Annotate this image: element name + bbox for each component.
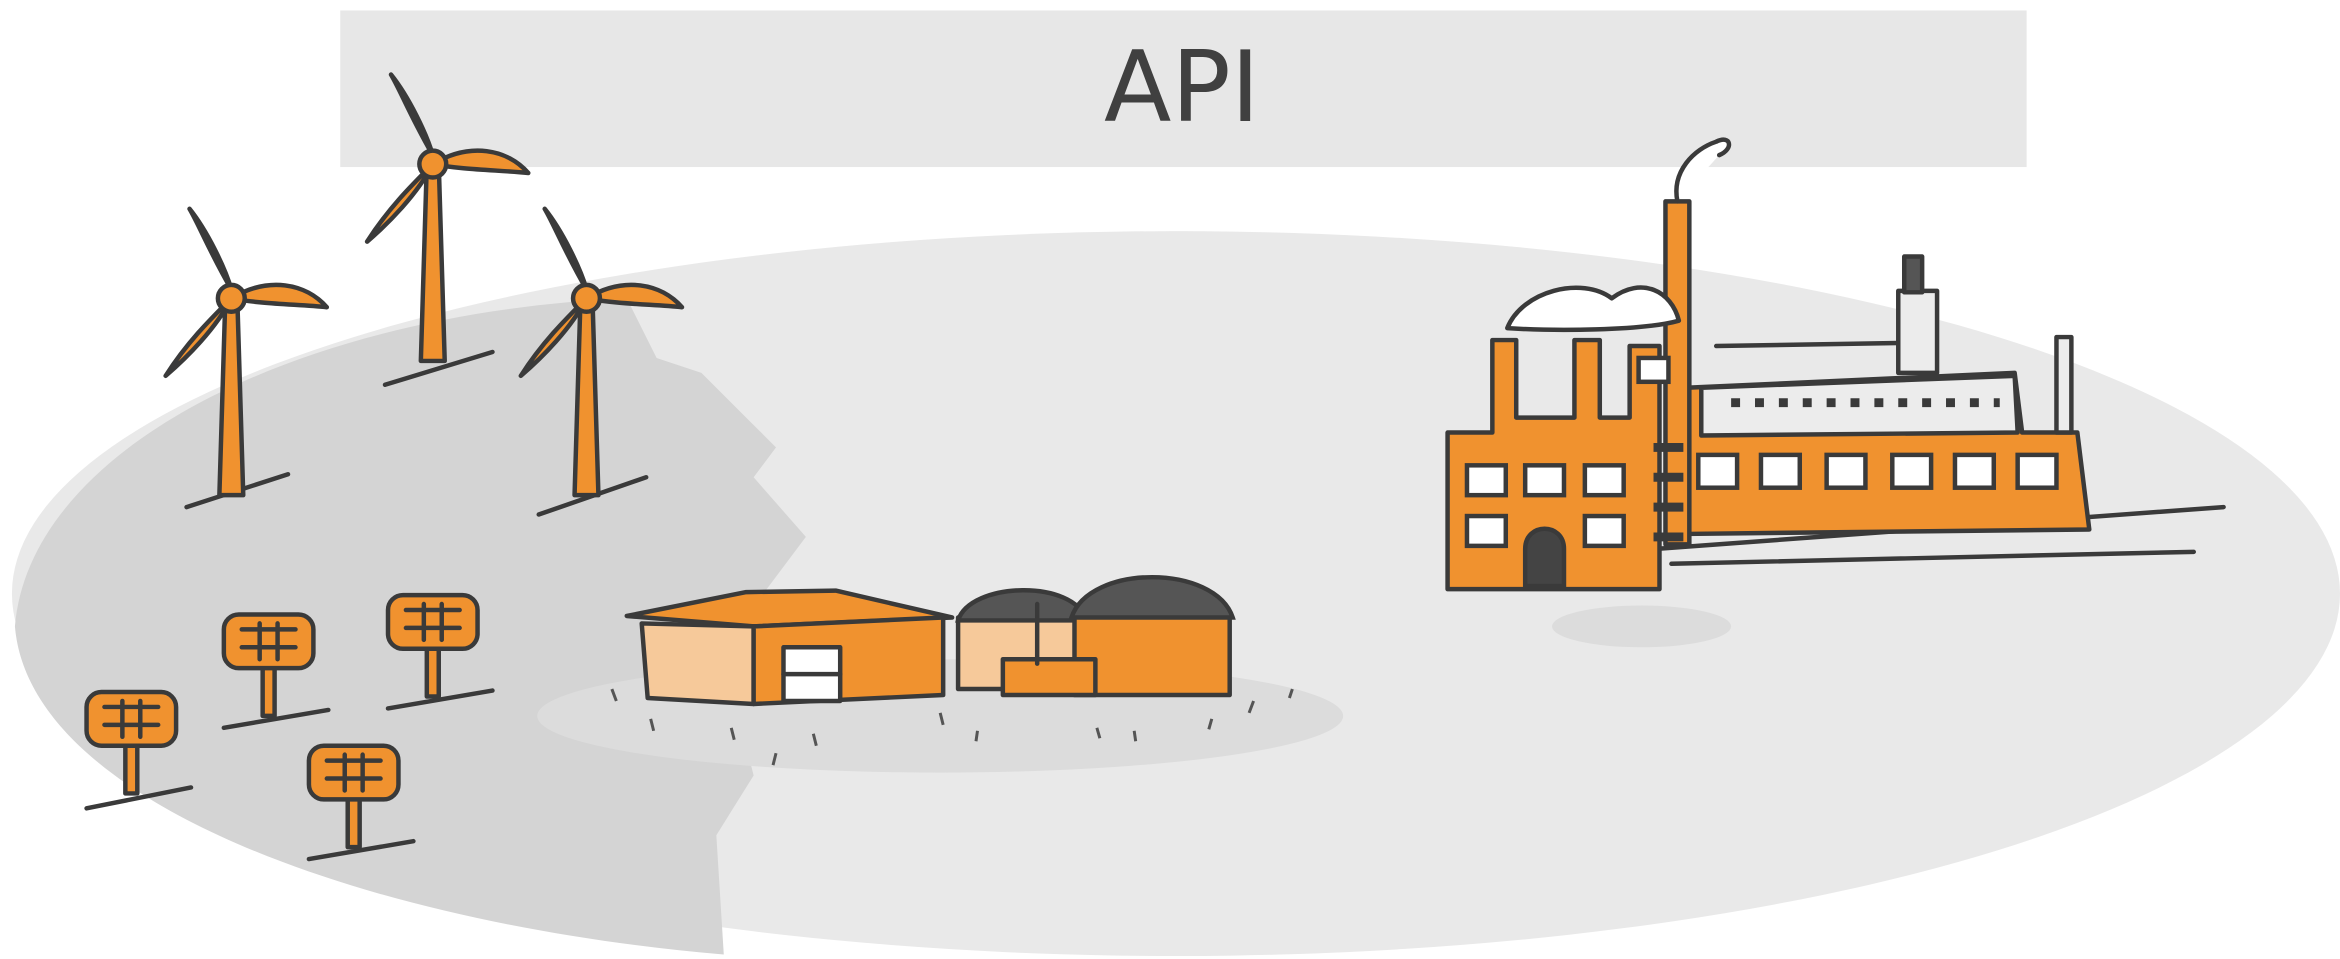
factory-shadow: [1552, 606, 1731, 648]
banner-title: API: [1104, 31, 1260, 145]
page: API: [0, 0, 2340, 959]
barn: [627, 591, 952, 704]
illustration: API: [0, 0, 2340, 959]
biogas-plant: [958, 577, 1233, 695]
